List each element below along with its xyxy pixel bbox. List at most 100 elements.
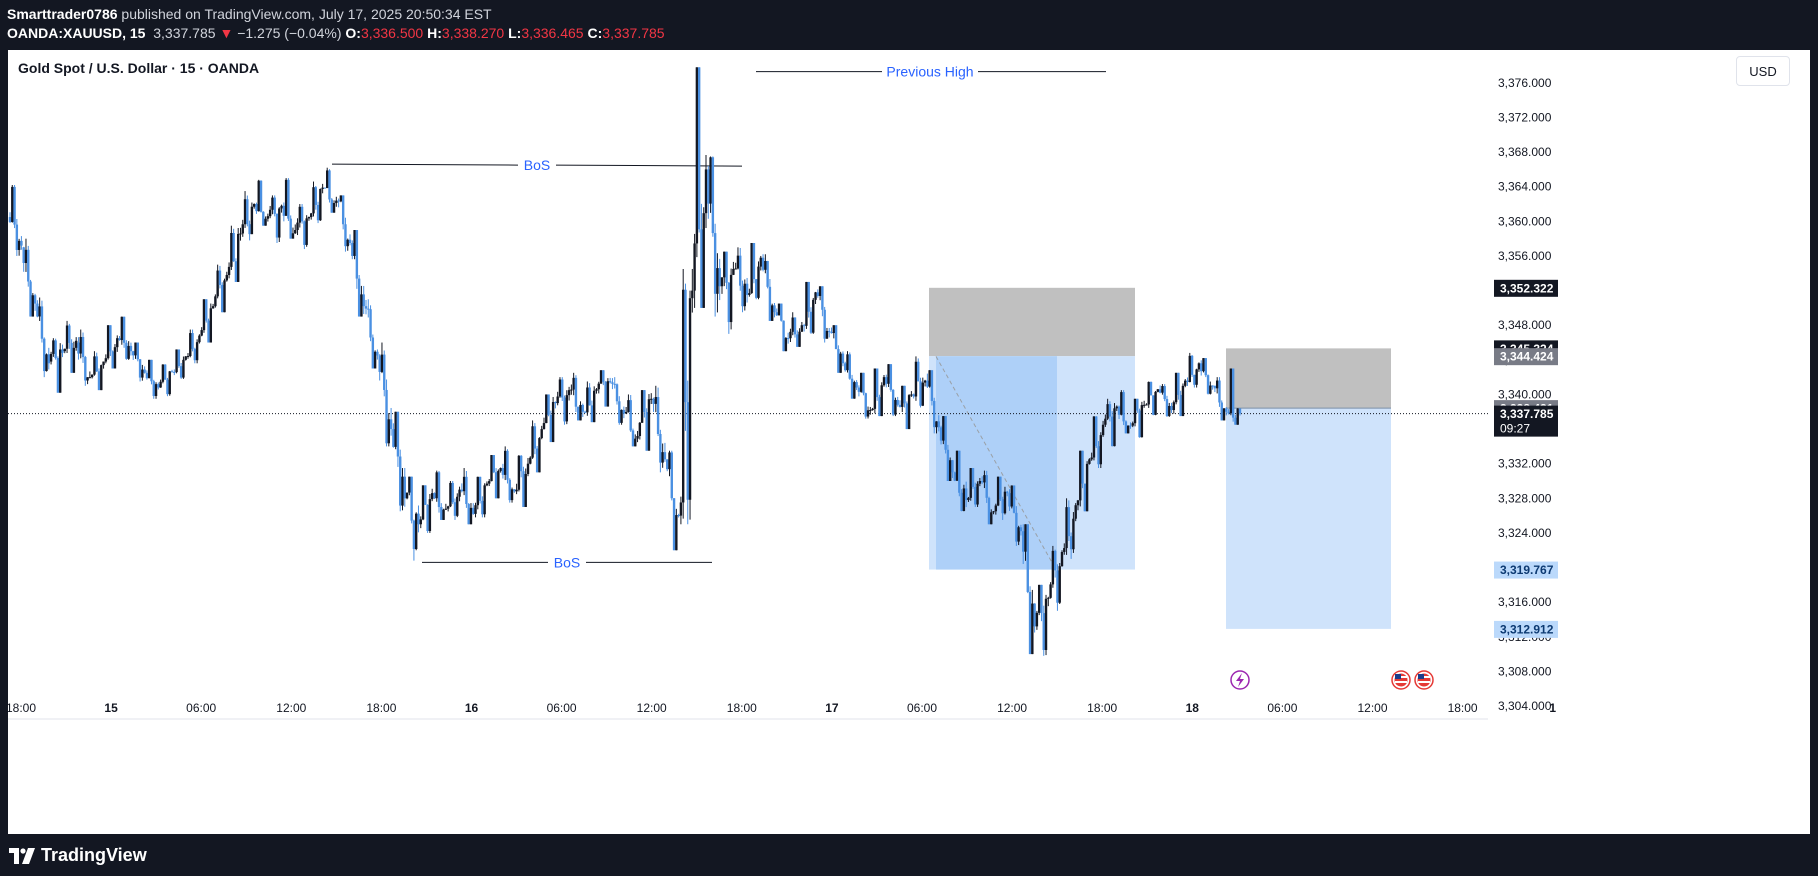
candle-body xyxy=(275,213,279,238)
candle-body xyxy=(132,351,135,356)
candle-body xyxy=(939,427,943,441)
candle-body xyxy=(873,368,877,409)
candle-body xyxy=(1138,410,1141,438)
candle-body xyxy=(291,233,295,239)
candle-body xyxy=(567,390,571,396)
candle-body xyxy=(1186,380,1189,382)
candle-body xyxy=(581,404,584,412)
candle-body xyxy=(179,366,183,378)
candle-body xyxy=(1092,416,1096,458)
candle-body xyxy=(503,450,507,475)
candle-body xyxy=(859,372,863,392)
candle-body xyxy=(189,333,192,356)
candle-body xyxy=(693,243,696,291)
price-tick-label: 3,316.000 xyxy=(1498,595,1552,609)
candle-body xyxy=(337,200,340,202)
author-name[interactable]: Smarttrader0786 xyxy=(7,6,118,22)
candle-body xyxy=(344,224,347,247)
candle-body xyxy=(298,206,302,223)
candle-body xyxy=(27,249,30,282)
candle-body xyxy=(679,502,683,516)
candle-body xyxy=(821,286,824,310)
candle-body xyxy=(314,187,317,205)
candle-body xyxy=(508,479,511,501)
candle-body xyxy=(987,497,991,525)
candle-body xyxy=(761,257,765,270)
candle-body xyxy=(161,364,165,382)
candle-body xyxy=(237,233,240,282)
candle-body xyxy=(31,295,35,317)
price-tick-label: 3,332.000 xyxy=(1498,457,1552,471)
candle-body xyxy=(465,476,468,505)
candle-body xyxy=(410,476,413,521)
candle-body xyxy=(1076,500,1080,506)
candle-body xyxy=(725,251,728,283)
candle-body xyxy=(341,195,345,225)
candle-body xyxy=(182,359,185,378)
candle-body xyxy=(572,377,575,390)
price-label-box xyxy=(1494,279,1558,297)
candle-body xyxy=(885,377,888,384)
price-tick-label: 3,348.000 xyxy=(1498,318,1552,332)
candle-body xyxy=(969,468,972,498)
candle-body xyxy=(937,421,940,428)
candle-body xyxy=(563,397,566,422)
currency-selector[interactable]: USD xyxy=(1736,56,1790,86)
candle-body xyxy=(177,349,181,367)
last-price: 3,337.785 xyxy=(153,25,216,41)
candle-body xyxy=(681,289,685,503)
candle-body xyxy=(284,179,288,216)
candle-body xyxy=(586,387,589,413)
candle-body xyxy=(118,338,121,341)
candle-body xyxy=(629,400,632,431)
us-flag-icon xyxy=(1395,681,1407,683)
candle-body xyxy=(125,342,128,359)
candle-body xyxy=(234,261,238,282)
candle-body xyxy=(764,260,767,270)
price-chart[interactable]: 3,376.000 3,372.000 3,368.000 3,364.000 3,36… xyxy=(8,50,1810,834)
candle-body xyxy=(319,188,322,221)
candle-body xyxy=(444,508,448,510)
candle-body xyxy=(399,456,402,506)
candle-body xyxy=(606,381,610,407)
candle-body xyxy=(1154,391,1157,415)
candle-body xyxy=(650,398,653,400)
candle-body xyxy=(102,361,105,366)
candle-body xyxy=(729,274,733,323)
candle-body xyxy=(408,476,411,493)
candle-body xyxy=(561,379,564,398)
candle-body xyxy=(983,475,986,483)
chart-panel[interactable]: 3,376.000 3,372.000 3,368.000 3,364.000 3,36… xyxy=(8,50,1810,834)
candle-body xyxy=(127,345,130,359)
candle-body xyxy=(211,306,215,309)
price-label-text: 3,312.912 xyxy=(1500,622,1554,636)
candle-body xyxy=(695,67,699,244)
candle-body xyxy=(828,330,831,333)
candle-body xyxy=(894,399,897,415)
candle-body xyxy=(570,389,573,391)
candle-body xyxy=(1085,463,1089,512)
candle-body xyxy=(1156,389,1160,392)
candle-body xyxy=(492,455,495,473)
candle-body xyxy=(538,438,541,473)
candle-body xyxy=(1215,380,1219,389)
candle-body xyxy=(312,187,315,214)
candle-body xyxy=(100,365,103,391)
candle-body xyxy=(839,353,842,373)
candle-body xyxy=(47,354,50,364)
candle-body xyxy=(154,384,158,396)
candle-body xyxy=(677,515,680,517)
candle-body xyxy=(1115,406,1118,409)
tradingview-logo[interactable]: TradingView xyxy=(9,845,147,866)
candle-body xyxy=(348,239,352,243)
candle-body xyxy=(218,270,222,285)
candle-body xyxy=(590,405,594,423)
candle-body xyxy=(346,239,349,247)
candle-body xyxy=(451,482,454,503)
candle-body xyxy=(1031,603,1034,655)
candle-body xyxy=(1040,584,1043,614)
bos-line-upper xyxy=(555,164,743,167)
candle-body xyxy=(168,371,171,395)
candle-body xyxy=(134,342,137,356)
publish-line: Smarttrader0786 published on TradingView… xyxy=(7,6,492,22)
